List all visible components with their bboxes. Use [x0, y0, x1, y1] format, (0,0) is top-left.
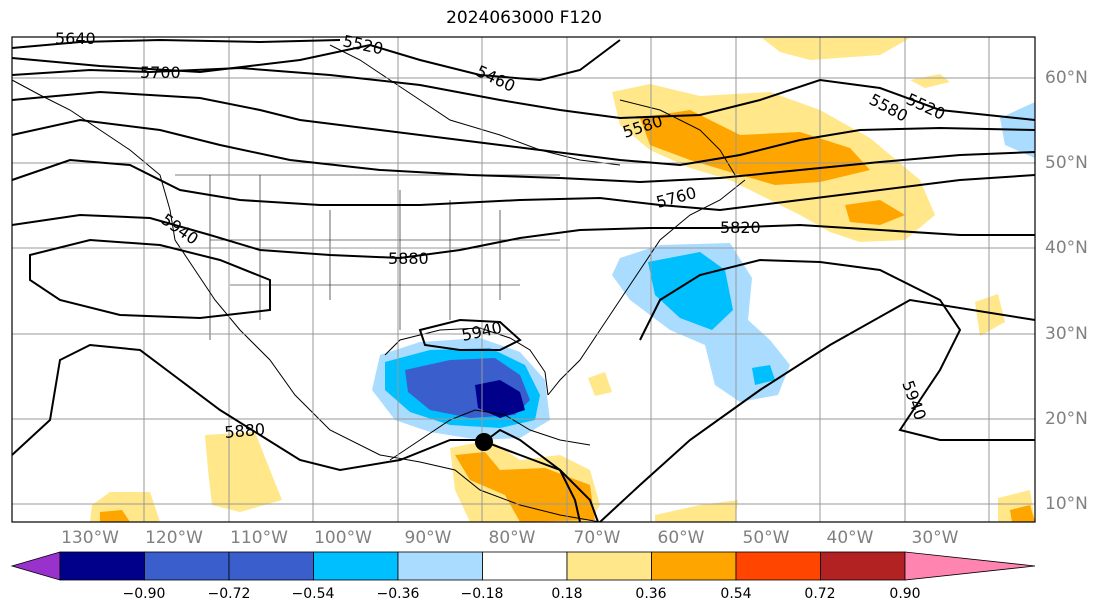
colorbar-tick-label: 0.90 [889, 586, 921, 602]
contour-label: 5880 [388, 249, 429, 268]
colorbar-lower-extension [10, 551, 61, 581]
contour-label: 5820 [720, 218, 761, 237]
colorbar-segment [59, 551, 145, 581]
warm-core-2 [845, 200, 905, 225]
contour-label: 5460 [473, 61, 518, 95]
colorbar-tick-label: −0.54 [291, 586, 335, 602]
map-title: 2024063000 F120 [446, 8, 602, 28]
contour-label: 5520 [903, 89, 948, 123]
warm-patch-mid-atlantic [975, 294, 1005, 336]
contour-label: 5940 [460, 318, 504, 345]
colorbar-segment [482, 551, 568, 581]
contour-label: 5640 [55, 29, 96, 48]
warm-anomaly-greenland [762, 38, 910, 60]
warm-core-east [1010, 505, 1035, 522]
contour-label: 5940 [898, 378, 930, 423]
colorbar-tick-label: 0.54 [720, 586, 752, 602]
colorbar-tick-label: 0.18 [551, 586, 583, 602]
lon-label: 70°W [573, 528, 621, 548]
colorbar-upper-extension [904, 551, 1036, 581]
anomaly-fills [90, 38, 1035, 522]
colorbar-tick-label: −0.90 [122, 586, 166, 602]
lon-label: 60°W [657, 528, 705, 548]
lat-label: 10°N [1045, 494, 1088, 514]
cool-deep-gulf [475, 380, 525, 418]
colorbar-tick-label: 0.72 [804, 586, 836, 602]
lon-label: 110°W [230, 528, 288, 548]
colorbar [10, 551, 1036, 581]
colorbar-segment [566, 551, 652, 581]
lon-label: 30°W [911, 528, 959, 548]
colorbar-segment [228, 551, 314, 581]
warm-anomaly-east-pacific [205, 432, 282, 512]
colorbar-tick-label: 0.36 [635, 586, 667, 602]
contour-label: 5700 [140, 63, 181, 82]
lon-label: 120°W [145, 528, 203, 548]
lat-label: 20°N [1045, 409, 1088, 429]
colorbar-segment [651, 551, 737, 581]
lon-label: 130°W [61, 528, 119, 548]
colorbar-segment [820, 551, 906, 581]
warm-patch-nw-atlantic [910, 74, 950, 88]
lat-label: 60°N [1045, 68, 1088, 88]
cool-core-atlantic-south [752, 365, 775, 385]
colorbar-segment [397, 551, 483, 581]
storm-center-marker [475, 433, 493, 451]
lat-label: 50°N [1045, 153, 1088, 173]
lon-label: 90°W [404, 528, 452, 548]
colorbar-tick-label: −0.18 [460, 586, 504, 602]
colorbar-tick-label: −0.36 [376, 586, 420, 602]
lat-label: 40°N [1045, 238, 1088, 258]
lon-label: 80°W [488, 528, 536, 548]
colorbar-segment [735, 551, 821, 581]
colorbar-segment [144, 551, 230, 581]
height-contours [11, 38, 1036, 523]
map-frame [11, 36, 1036, 523]
lon-label: 50°W [742, 528, 790, 548]
lon-label: 40°W [826, 528, 874, 548]
colorbar-tick-label: −0.72 [207, 586, 251, 602]
lat-label: 30°N [1045, 324, 1088, 344]
warm-patch-caribbean [588, 372, 612, 396]
warm-core-pacific-sw [100, 510, 130, 522]
contour-label: 5580 [866, 90, 911, 126]
contour-label: 5940 [158, 210, 202, 249]
lon-label: 100°W [314, 528, 372, 548]
contour-label: 5880 [224, 420, 266, 442]
warm-patch-south-caribbean [655, 500, 738, 522]
colorbar-segment [313, 551, 399, 581]
